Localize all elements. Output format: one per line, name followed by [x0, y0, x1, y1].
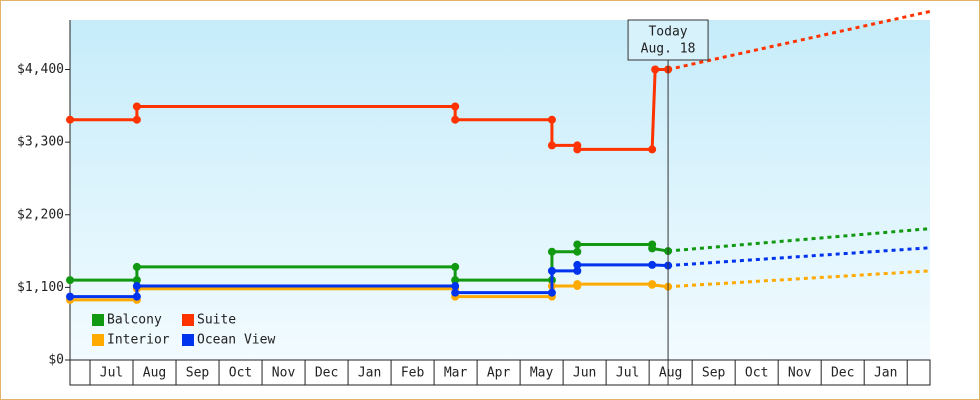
- point: [451, 115, 460, 124]
- point: [547, 141, 556, 150]
- point: [547, 288, 556, 297]
- point: [651, 65, 660, 74]
- point: [648, 280, 657, 289]
- point: [573, 266, 582, 275]
- x-tick-label: Feb: [401, 366, 425, 381]
- point: [451, 288, 460, 297]
- x-tick-label: Dec: [315, 366, 338, 381]
- x-tick-label: Sep: [702, 366, 726, 381]
- x-tick-label: Jan: [874, 366, 897, 381]
- legend-label: Balcony: [107, 313, 162, 328]
- point: [573, 280, 582, 289]
- x-tick-label: Aug: [143, 366, 166, 381]
- x-tick-label: Jul: [616, 366, 639, 381]
- y-tick-label: $0: [48, 353, 64, 368]
- y-tick-label: $4,400: [17, 62, 64, 77]
- today-label: Aug. 18: [641, 42, 696, 57]
- y-tick-label: $3,300: [17, 135, 64, 150]
- point: [66, 276, 74, 285]
- legend-swatch: [92, 334, 104, 346]
- legend-label: Ocean View: [197, 333, 275, 348]
- plot-area: [70, 20, 930, 360]
- x-tick-label: Aug: [659, 366, 682, 381]
- point: [132, 282, 141, 291]
- legend-swatch: [182, 334, 194, 346]
- x-tick-label: Jul: [100, 366, 123, 381]
- point: [132, 276, 141, 285]
- y-tick-label: $2,200: [17, 207, 64, 222]
- point: [451, 276, 460, 285]
- point: [648, 145, 657, 154]
- point: [573, 260, 582, 269]
- point: [573, 247, 582, 256]
- x-tick-label: Oct: [229, 366, 252, 381]
- point: [66, 115, 74, 124]
- point: [132, 262, 141, 271]
- x-axis-strip: [69, 359, 931, 386]
- x-tick-label: Sep: [186, 366, 210, 381]
- today-box: [627, 19, 709, 61]
- x-tick-label: Mar: [444, 366, 468, 381]
- point: [132, 102, 141, 111]
- point: [547, 247, 556, 256]
- x-tick-label: Jun: [573, 366, 596, 381]
- point: [451, 102, 460, 111]
- legend-label: Suite: [197, 313, 236, 328]
- point: [132, 292, 141, 301]
- x-tick-label: Nov: [788, 366, 812, 381]
- point: [573, 240, 582, 249]
- x-tick-label: Dec: [831, 366, 854, 381]
- point: [547, 115, 556, 124]
- today-label: Today: [648, 25, 687, 40]
- point: [573, 145, 582, 154]
- point: [66, 292, 74, 301]
- point: [132, 115, 141, 124]
- point: [648, 244, 657, 253]
- x-tick-label: Nov: [272, 366, 296, 381]
- x-tick-label: Jan: [358, 366, 381, 381]
- point: [451, 282, 460, 291]
- projection-line: [667, 269, 931, 289]
- x-tick-label: Oct: [745, 366, 768, 381]
- point: [547, 266, 556, 275]
- point: [451, 262, 460, 271]
- legend-swatch: [92, 314, 104, 326]
- x-tick-label: Apr: [487, 366, 511, 381]
- projection-line: [667, 246, 931, 268]
- legend-label: Interior: [107, 333, 170, 348]
- y-tick-label: $1,100: [17, 280, 64, 295]
- projection-line: [667, 227, 931, 253]
- x-tick-label: May: [530, 366, 554, 381]
- point: [648, 260, 657, 269]
- legend-swatch: [182, 314, 194, 326]
